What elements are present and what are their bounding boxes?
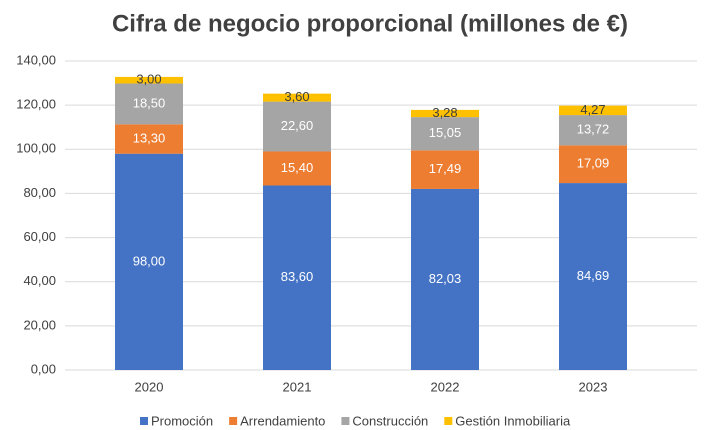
x-tick-label: 2023 (579, 379, 608, 394)
bar-segment (559, 115, 627, 146)
x-tick-label: 2022 (431, 379, 460, 394)
bar-segment (411, 188, 479, 370)
bar-segment (559, 183, 627, 370)
data-label: 15,40 (281, 160, 314, 175)
legend-label: Promoción (151, 413, 213, 428)
bar-segment (263, 101, 331, 152)
legend-swatch (341, 417, 350, 425)
bar-segment (559, 145, 627, 184)
legend-swatch (140, 417, 148, 425)
data-label: 3,60 (284, 89, 309, 104)
bar-segment (263, 185, 331, 370)
y-tick-label: 80,00 (23, 185, 56, 200)
bar-segment (115, 83, 183, 125)
data-label: 22,60 (281, 118, 314, 133)
legend-label: Arrendamiento (240, 413, 325, 428)
x-tick-label: 2021 (283, 379, 312, 394)
data-label: 98,00 (133, 253, 166, 268)
y-tick-label: 20,00 (23, 317, 56, 332)
data-label: 15,05 (429, 125, 462, 140)
bar-segment (263, 151, 331, 186)
data-label: 3,28 (432, 105, 457, 120)
data-label: 13,30 (133, 130, 166, 145)
data-label: 13,72 (577, 122, 610, 137)
data-label: 3,00 (136, 72, 161, 87)
y-tick-label: 100,00 (16, 141, 56, 156)
legend-label: Construcción (352, 413, 428, 428)
data-label: 17,49 (429, 161, 462, 176)
bar-segment (411, 150, 479, 189)
legend-swatch (229, 417, 238, 425)
data-label: 84,69 (577, 268, 610, 283)
y-tick-label: 60,00 (23, 229, 56, 244)
bar-segment (263, 93, 331, 102)
y-tick-label: 40,00 (23, 273, 56, 288)
data-label: 82,03 (429, 271, 462, 286)
bar-segment (411, 117, 479, 151)
y-tick-label: 120,00 (16, 97, 56, 112)
y-tick-label: 140,00 (16, 52, 56, 67)
bar-segment (115, 124, 183, 154)
data-label: 17,09 (577, 156, 610, 171)
bar-segment (115, 76, 183, 84)
legend-swatch (444, 417, 453, 425)
data-label: 18,50 (133, 95, 166, 110)
y-tick-label: 0,00 (31, 361, 56, 376)
bar-segment (411, 109, 479, 118)
x-tick-label: 2020 (135, 379, 164, 394)
data-label: 4,27 (580, 102, 605, 117)
legend-label: Gestión Inmobiliaria (455, 413, 571, 428)
data-label: 83,60 (281, 269, 314, 284)
bar-segment (115, 153, 183, 370)
chart-title: Cifra de negocio proporcional (millones … (112, 10, 628, 37)
bar-segment (559, 105, 627, 116)
